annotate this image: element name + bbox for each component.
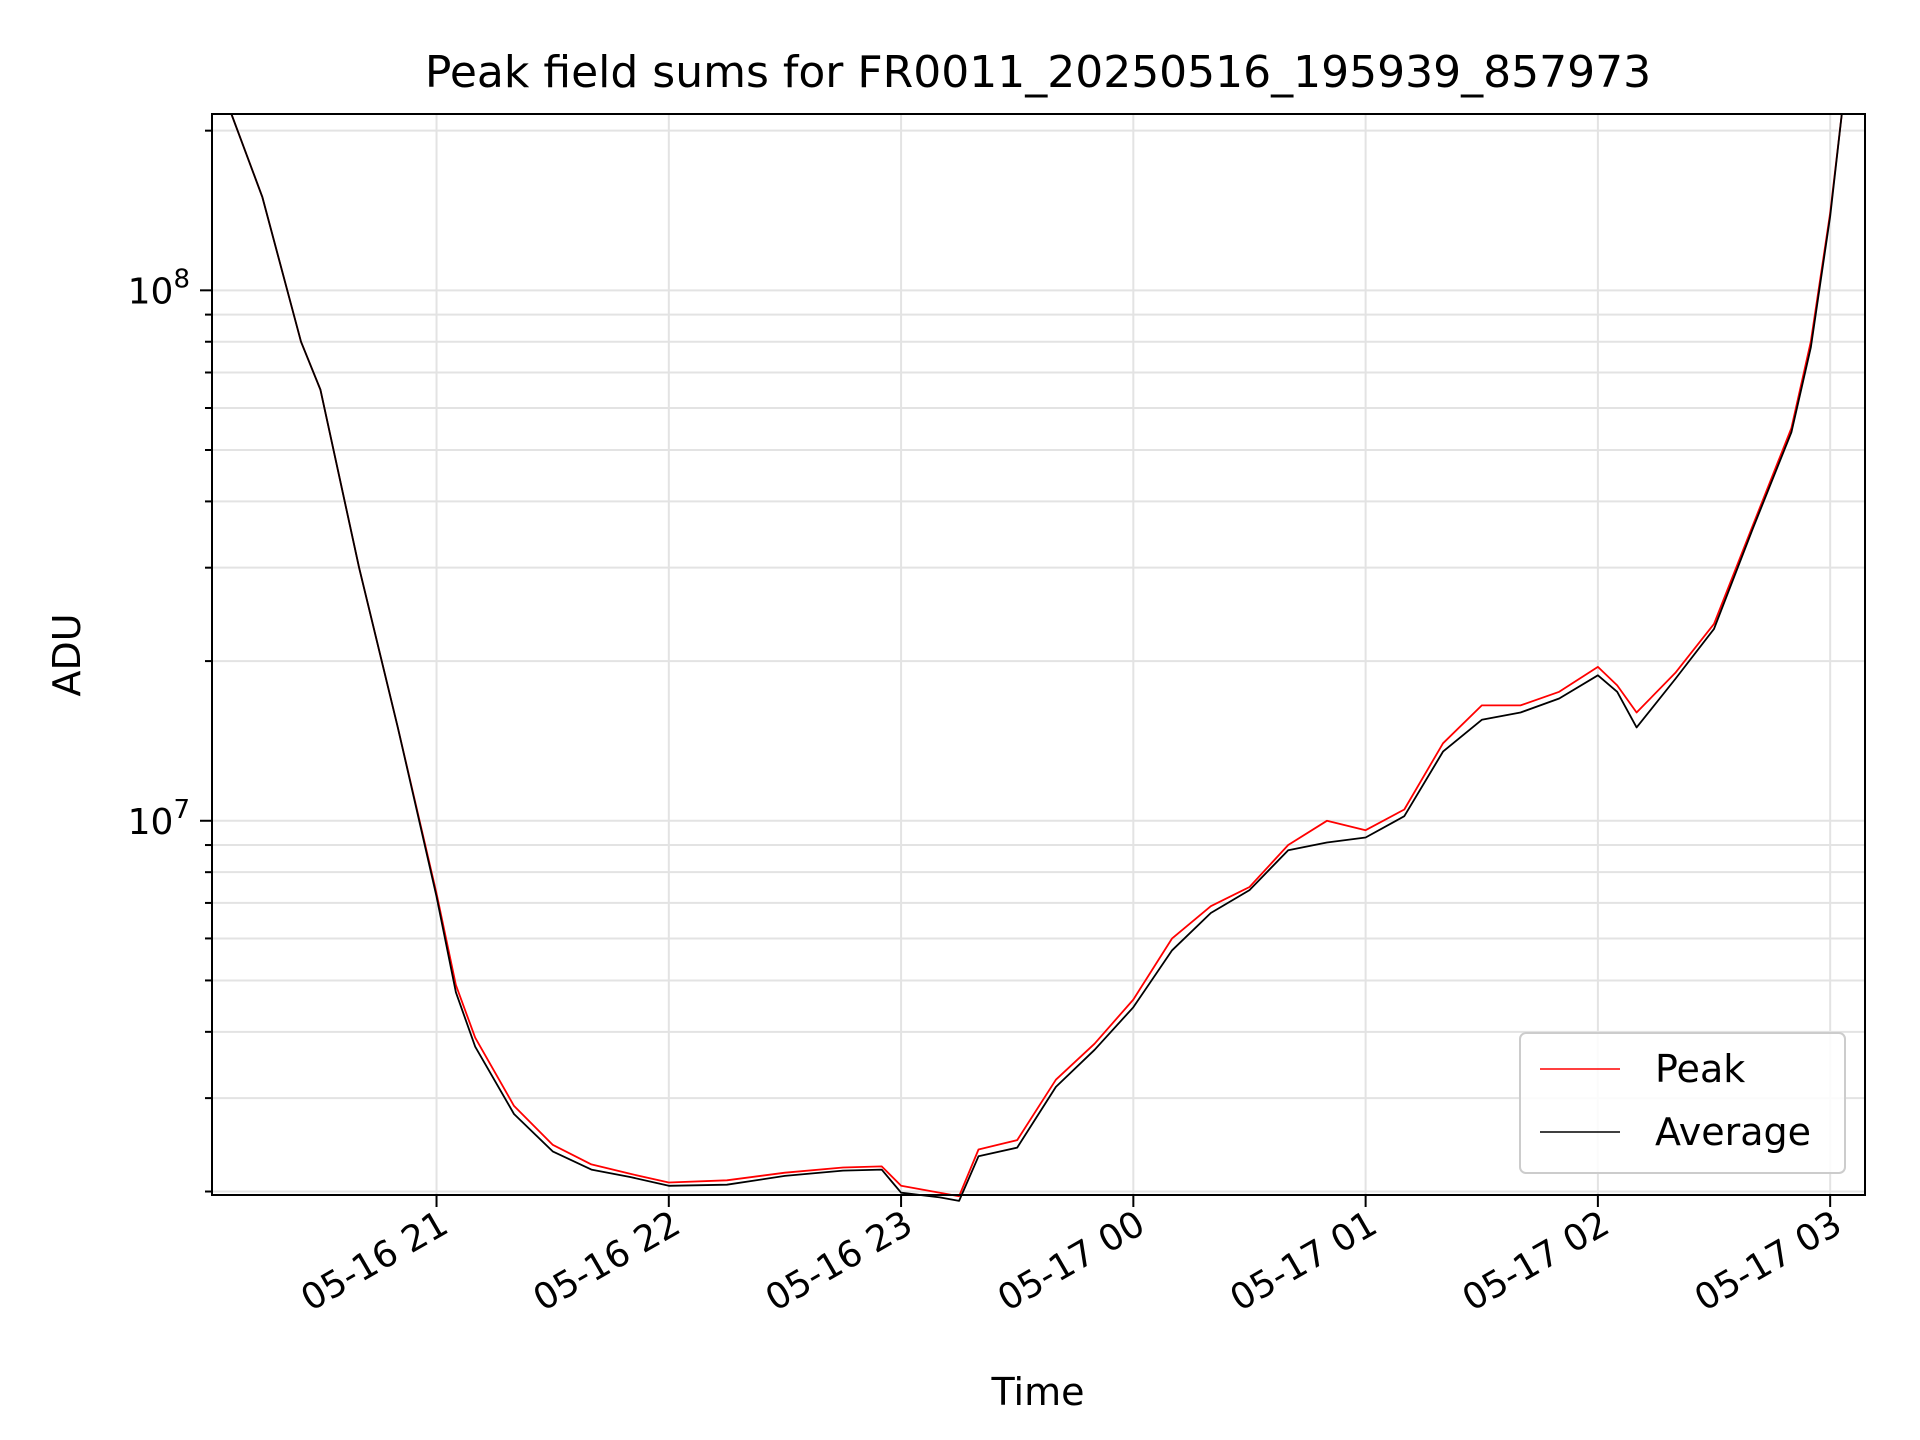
series-line-peak [230,113,1843,1198]
series-layer [230,113,1843,1202]
legend-label-average: Average [1655,1110,1811,1154]
grid [212,114,1865,1195]
chart-title: Peak field sums for FR0011_20250516_1959… [425,47,1651,98]
series-line-average [230,113,1843,1202]
plot-frame [211,113,1866,1196]
y-tick-label: 108 [128,264,190,312]
legend: Peak Average [1519,1032,1846,1174]
y-axis-label: ADU [45,613,89,696]
y-tick-label: 107 [128,795,190,843]
x-axis-label: Time [991,1370,1085,1414]
legend-label-peak: Peak [1655,1047,1745,1091]
legend-box [1519,1032,1846,1174]
